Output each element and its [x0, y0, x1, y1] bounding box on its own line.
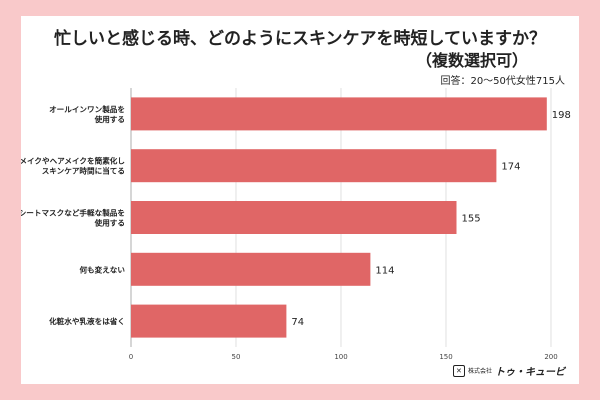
chart-subtitle: （複数選択可） — [416, 51, 529, 70]
chart-title: 忙しいと感じる時、どのようにスキンケアを時短していますか？ — [54, 29, 546, 49]
company-logo: ✕ 株式会社 トゥ・キュービ — [452, 363, 565, 378]
logo-prefix: 株式会社 — [467, 368, 492, 375]
bar-chart: 0 50 100 150 200 198 オールインワン製品を使用する 174 メイクやヘアメイ… — [21, 88, 571, 361]
bar — [131, 304, 287, 338]
category-label: 化粧水や乳液をは省く — [49, 316, 125, 326]
category-label: 何も変えない — [79, 264, 125, 274]
data-label: 155 — [462, 214, 481, 225]
respondents-note: 回答：20〜50代女性715人 — [440, 76, 565, 87]
category-label: オールインワン製品を使用する — [49, 104, 125, 124]
stamp-icon: ✕ — [452, 364, 465, 377]
category-label: シートマスクなど手軽な製品を使用する — [21, 208, 125, 228]
x-tick-label: 0 — [129, 353, 133, 361]
data-label: 198 — [552, 110, 571, 121]
bar — [131, 252, 371, 286]
logo-name: トゥ・キュービ — [495, 367, 565, 378]
chart-card: 忙しいと感じる時、どのようにスキンケアを時短していますか？ （複数選択可） 回答… — [21, 16, 579, 384]
bar — [131, 201, 457, 234]
x-tick-label: 200 — [544, 353, 557, 361]
bar — [131, 97, 547, 131]
x-tick-label: 150 — [439, 353, 452, 361]
data-label: 174 — [501, 162, 520, 173]
data-label: 114 — [375, 265, 394, 276]
x-tick-label: 100 — [334, 353, 347, 361]
category-label: メイクやヘアメイクを簡素化しスキンケア時間に当てる — [21, 156, 125, 176]
x-tick-label: 50 — [232, 353, 241, 361]
bar — [131, 149, 497, 183]
data-label: 74 — [291, 317, 304, 328]
